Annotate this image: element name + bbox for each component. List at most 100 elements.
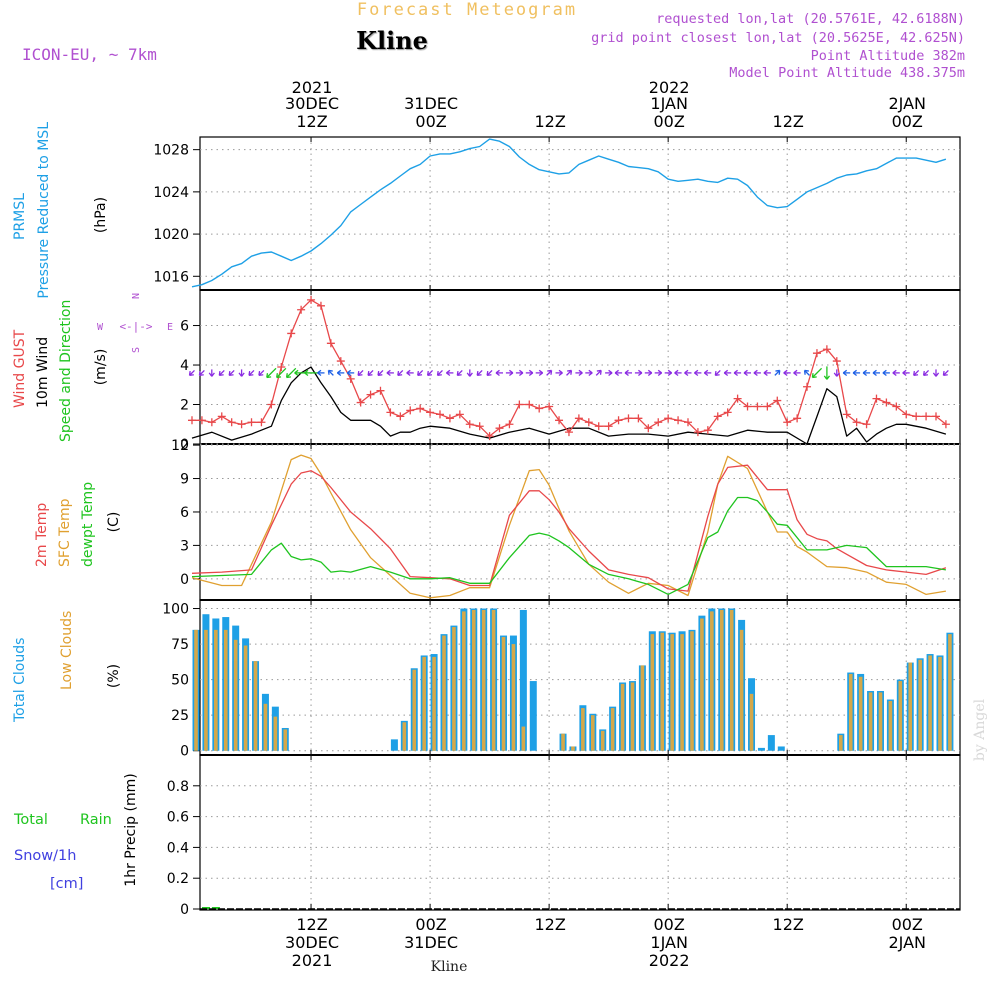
total-rain-label-rain: Rain <box>80 812 112 828</box>
gust-marker <box>763 402 772 411</box>
precip-bars <box>202 907 220 909</box>
low-cloud-bar <box>591 715 595 751</box>
y-tick-label: 1024 <box>153 185 189 201</box>
snow-label: Snow/1h <box>14 848 76 864</box>
low-cloud-bar <box>263 703 268 751</box>
temp-2m-label: 2m Temp <box>34 503 50 567</box>
wind-arrow <box>932 369 940 377</box>
gust-marker <box>713 412 722 421</box>
top-time-label: 1JAN <box>650 94 688 113</box>
low-cloud-bar <box>898 681 903 751</box>
wind-10m-label: 10m Wind <box>35 337 51 408</box>
wind-arrow <box>566 369 573 376</box>
bottom-time-label: 1JAN <box>650 933 688 952</box>
total-cloud-bar <box>777 746 785 751</box>
wind-arrow <box>317 369 325 377</box>
point-altitude: Point Altitude 382m <box>811 48 965 64</box>
y-axis-ticks: 10161020102410280246036912025507510000.2… <box>153 137 907 918</box>
low-cloud-bar <box>204 629 208 751</box>
precip-panel-frame <box>199 754 961 911</box>
gust-marker <box>555 416 564 425</box>
wind-arrow <box>823 366 831 380</box>
wind-arrow <box>674 369 682 377</box>
top-time-label: 12Z <box>296 112 327 131</box>
gust-marker <box>634 414 643 423</box>
y-tick-label: 0 <box>180 437 189 453</box>
gust-marker <box>396 412 405 421</box>
low-cloud-bar <box>878 692 883 751</box>
wind-arrow <box>862 369 871 377</box>
gust-marker <box>505 420 514 429</box>
low-cloud-bar <box>600 730 605 751</box>
y-tick-label: 0 <box>180 744 189 760</box>
gust-marker <box>594 422 603 431</box>
gust-marker <box>654 418 663 427</box>
total-cloud-bar <box>390 739 398 751</box>
series-lines <box>191 138 947 599</box>
bottom-time-label: 00Z <box>892 915 923 934</box>
low-cloud-bar <box>868 692 873 751</box>
low-cloud-bar <box>928 655 932 751</box>
low-cloud-bar <box>442 635 446 751</box>
wind-arrow <box>406 369 414 377</box>
bottom-time-label: 2JAN <box>888 933 926 952</box>
wind-arrow <box>476 369 483 377</box>
gust-marker <box>426 408 435 417</box>
gust-marker <box>932 412 940 421</box>
gust-marker <box>257 418 266 427</box>
wind-arrow <box>913 369 920 377</box>
wind-arrow <box>842 369 851 377</box>
cloud-bars <box>192 608 954 751</box>
compass-rose: N <-|-> W E S <box>97 293 173 353</box>
gust-marker <box>842 410 851 419</box>
low-cloud-bar <box>938 656 942 751</box>
y-tick-label: 6 <box>180 319 189 335</box>
wind-arrow <box>803 369 810 376</box>
temp-panel-frame <box>199 443 961 601</box>
temp-dewpt-label: dewpt Temp <box>80 482 96 567</box>
y-tick-label: 0 <box>180 572 189 588</box>
top-time-label: 2021 <box>292 78 333 97</box>
gust-marker <box>227 418 236 427</box>
bottom-time-label: 00Z <box>653 915 684 934</box>
gust-marker <box>366 390 375 399</box>
low-cloud-bar <box>650 634 655 751</box>
gust-marker <box>723 408 732 417</box>
gust-marker <box>188 416 196 425</box>
top-time-label: 00Z <box>653 112 684 131</box>
y-tick-label: 25 <box>171 708 189 724</box>
compass-south: S <box>131 347 142 353</box>
dewpt-line <box>191 496 947 596</box>
y-tick-label: 1028 <box>153 143 189 159</box>
low-cloud-bar <box>432 656 436 751</box>
gust-marker <box>872 394 881 403</box>
gust-marker <box>465 420 474 429</box>
low-cloud-bar <box>194 629 198 751</box>
wind-arrow <box>634 369 643 377</box>
low-cloud-bar <box>948 634 952 751</box>
wind-arrow <box>426 369 434 377</box>
y-tick-label: 75 <box>171 637 189 653</box>
gust-marker <box>862 420 871 429</box>
top-time-label: 00Z <box>415 112 446 131</box>
gust-marker <box>902 410 911 419</box>
wind-arrow <box>198 369 205 377</box>
low-cloud-bar <box>630 682 635 751</box>
wind-arrow <box>922 369 930 377</box>
low-cloud-bar <box>710 611 714 751</box>
bottom-time-label: 12Z <box>534 915 565 934</box>
wind-arrow <box>723 369 732 377</box>
pressure-panel-frame <box>199 136 961 291</box>
wind-arrow <box>248 369 255 377</box>
low-cloud-bar <box>581 708 585 751</box>
y-tick-label: 0.2 <box>167 871 189 887</box>
low-cloud-bar <box>283 729 288 751</box>
low-cloud-bar <box>858 676 863 751</box>
low-cloud-bar <box>471 609 476 751</box>
wind-arrow <box>546 369 553 376</box>
gust-marker <box>267 400 276 409</box>
gust-marker <box>277 363 286 371</box>
wind-arrow <box>466 369 473 377</box>
